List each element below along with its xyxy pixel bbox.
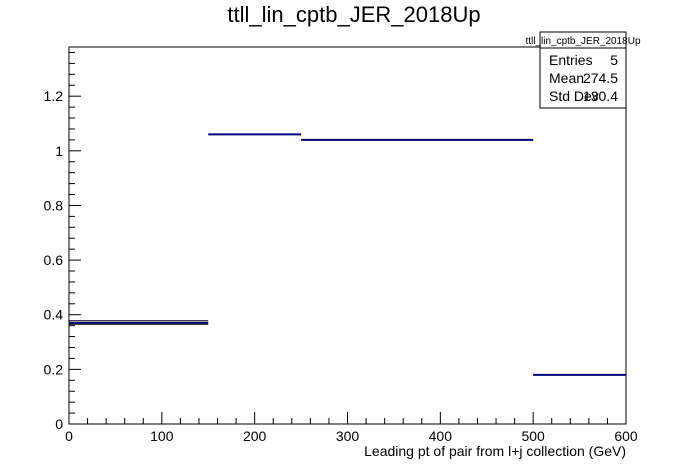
y-axis: 0 0.2 0.4 0.6 0.8 1 1.2 bbox=[44, 51, 81, 432]
y-tick-label: 0.8 bbox=[44, 197, 64, 213]
y-tick-label: 0.4 bbox=[44, 307, 64, 323]
histogram-bins bbox=[69, 133, 626, 376]
y-tick-label: 1.2 bbox=[44, 88, 64, 104]
stats-box: ttll_lin_cptb_JER_2018Up Entries 5 Mean … bbox=[525, 31, 641, 109]
y-tick-label: 0.6 bbox=[44, 252, 64, 268]
y-tick-label: 1 bbox=[55, 143, 63, 159]
stats-mean-value: 274.5 bbox=[583, 70, 618, 86]
x-tick-label: 600 bbox=[614, 428, 638, 444]
stats-mean-label: Mean bbox=[549, 70, 584, 86]
stats-entries-label: Entries bbox=[549, 52, 593, 68]
x-tick-label: 0 bbox=[65, 428, 73, 444]
chart-title: ttll_lin_cptb_JER_2018Up bbox=[227, 2, 480, 27]
stats-entries-value: 5 bbox=[610, 52, 618, 68]
y-tick-label: 0 bbox=[55, 416, 63, 432]
stats-stddev-value: 130.4 bbox=[583, 88, 618, 104]
x-tick-label: 100 bbox=[150, 428, 174, 444]
x-axis-label: Leading pt of pair from l+j collection (… bbox=[364, 443, 626, 459]
x-tick-label: 400 bbox=[429, 428, 453, 444]
x-tick-label: 500 bbox=[521, 428, 545, 444]
x-axis: 0 100 200 300 400 500 600 bbox=[65, 412, 638, 444]
stats-box-title: ttll_lin_cptb_JER_2018Up bbox=[525, 36, 641, 47]
y-tick-label: 0.2 bbox=[44, 361, 64, 377]
x-tick-label: 300 bbox=[336, 428, 360, 444]
x-tick-label: 200 bbox=[243, 428, 267, 444]
stats-box-frame bbox=[539, 31, 627, 109]
stats-stddev-label: Std Dev bbox=[549, 88, 599, 104]
